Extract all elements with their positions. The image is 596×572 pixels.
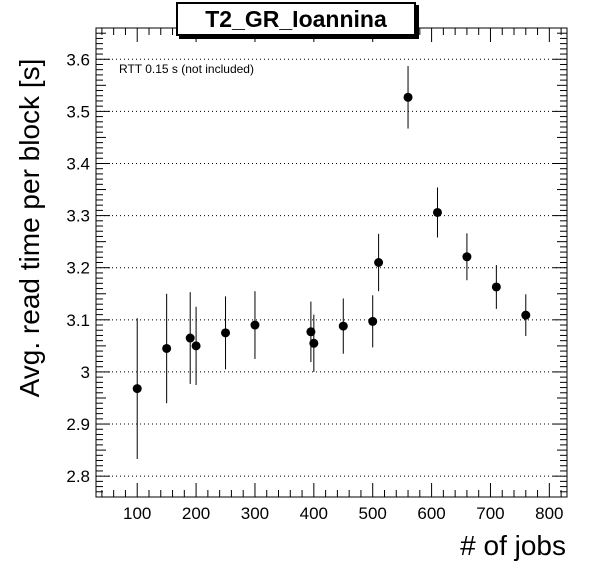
y-tick-label: 3.5 [66, 102, 90, 121]
data-point [185, 333, 195, 343]
x-tick-label: 200 [182, 504, 210, 523]
data-point [250, 320, 260, 330]
y-tick-label: 3.4 [66, 154, 90, 173]
data-point [309, 338, 319, 348]
x-tick-label: 500 [359, 504, 387, 523]
data-point [338, 321, 348, 331]
x-tick-label: 800 [535, 504, 563, 523]
x-axis-label: # of jobs [460, 530, 566, 561]
y-tick-label: 2.9 [66, 415, 90, 434]
data-point [462, 252, 472, 262]
x-tick-label: 100 [123, 504, 151, 523]
x-tick-label: 600 [417, 504, 445, 523]
data-point [191, 341, 201, 351]
y-axis-ticks: 2.8 2.9 3 3.1 3.2 3.3 3.4 3.5 3.6 [66, 27, 567, 493]
data-point [132, 384, 142, 394]
x-axis-ticks: 100 200 300 400 500 600 700 800 [101, 28, 564, 523]
data-point [403, 92, 413, 102]
x-tick-label: 400 [300, 504, 328, 523]
data-point [491, 282, 501, 292]
y-tick-label: 3.2 [66, 259, 90, 278]
x-tick-label: 300 [241, 504, 269, 523]
y-tick-label: 3.6 [66, 50, 90, 69]
grid-lines [96, 58, 567, 477]
plot-frame [95, 27, 568, 498]
chart-annotation: RTT 0.15 s (not included) [119, 62, 254, 76]
data-point [521, 310, 531, 320]
data-point [221, 328, 231, 338]
data-point [374, 258, 384, 267]
x-tick-label: 700 [476, 504, 504, 523]
y-tick-label: 3.3 [66, 207, 90, 226]
y-tick-label: 2.8 [66, 467, 90, 486]
chart-title: T2_GR_Ioannina [176, 2, 416, 36]
y-tick-label: 3.1 [66, 311, 90, 330]
y-axis-label: Avg. read time per block [s] [14, 58, 45, 398]
data-point [432, 207, 442, 217]
data-point [368, 316, 378, 326]
y-tick-label: 3 [81, 363, 90, 382]
data-points [132, 66, 531, 459]
data-point [306, 327, 316, 337]
data-point [162, 343, 172, 353]
